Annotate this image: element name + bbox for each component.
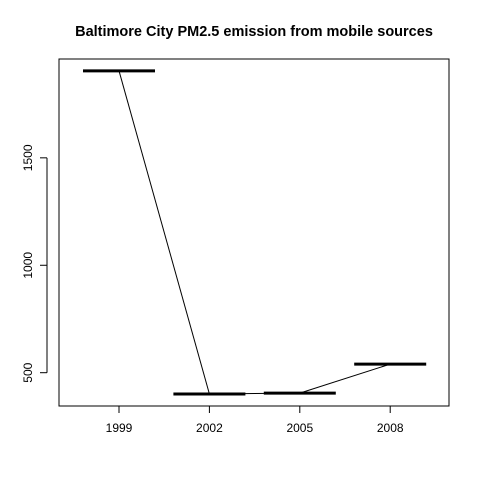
x-tick-label: 2002 xyxy=(196,421,223,435)
y-tick-label: 1500 xyxy=(21,144,35,171)
x-axis: 1999 2002 2005 2008 xyxy=(106,405,404,435)
connector-lines xyxy=(118,70,391,395)
connector-line xyxy=(299,363,391,394)
chart-title: Baltimore City PM2.5 emission from mobil… xyxy=(75,24,433,40)
median-bars xyxy=(83,69,427,396)
connector-line xyxy=(118,70,210,395)
y-axis: 500 1000 1500 xyxy=(21,144,48,383)
y-tick-label: 1000 xyxy=(21,252,35,279)
x-tick-label: 1999 xyxy=(106,421,133,435)
y-tick-label: 500 xyxy=(21,362,35,382)
x-tick-label: 2005 xyxy=(286,421,313,435)
plot-frame xyxy=(58,58,450,407)
x-tick-label: 2008 xyxy=(377,421,404,435)
